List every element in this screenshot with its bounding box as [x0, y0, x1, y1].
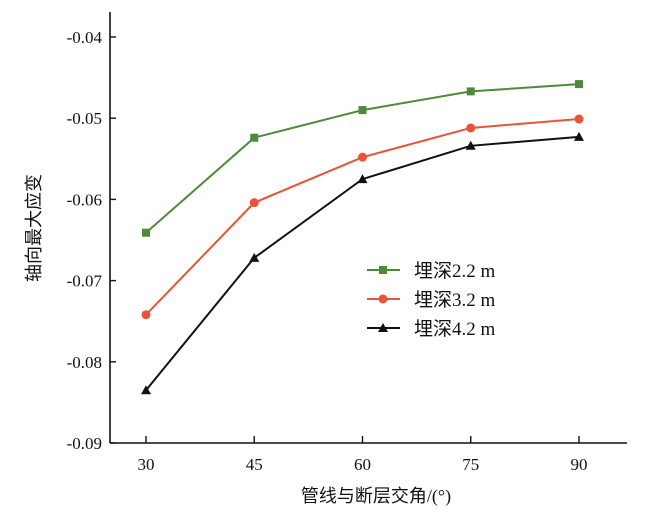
- data-point-triangle: [574, 131, 584, 141]
- x-axis-label: 管线与断层交角/(°): [301, 486, 451, 507]
- data-point-square: [575, 80, 583, 89]
- series-line: [145, 118, 580, 316]
- y-tick-label: -0.07: [67, 272, 103, 291]
- series-3: [141, 131, 584, 395]
- legend-item: 埋深2.2 m: [367, 260, 496, 282]
- x-tick-label: 60: [354, 455, 371, 474]
- y-tick-label: -0.04: [67, 28, 103, 47]
- y-axis-label: 轴向最大应变: [24, 174, 44, 282]
- data-point-circle: [358, 152, 367, 162]
- data-point-circle: [141, 310, 151, 320]
- data-point-triangle: [378, 323, 388, 332]
- series-1: [142, 80, 583, 237]
- data-point-triangle: [357, 174, 368, 184]
- series-2: [141, 114, 584, 320]
- x-tick-label: 75: [462, 455, 479, 474]
- x-tick-label: 45: [246, 455, 263, 474]
- data-point-circle: [378, 294, 388, 304]
- legend-label: 埋深2.2 m: [414, 260, 496, 282]
- y-tick-label: -0.06: [67, 190, 102, 209]
- legend-item: 埋深4.2 m: [367, 318, 496, 340]
- data-point-square: [379, 266, 387, 274]
- legend-label: 埋深4.2 m: [414, 318, 496, 340]
- data-point-triangle: [249, 252, 260, 262]
- legend-item: 埋深3.2 m: [367, 289, 496, 311]
- data-point-square: [466, 87, 475, 96]
- data-point-square: [250, 133, 259, 142]
- data-point-circle: [466, 123, 476, 133]
- y-tick-label: -0.08: [67, 353, 102, 372]
- data-point-circle: [249, 198, 259, 208]
- legend-label: 埋深3.2 m: [414, 289, 496, 311]
- data-point-triangle: [465, 140, 476, 150]
- data-point-triangle: [141, 385, 151, 395]
- data-point-square: [358, 106, 367, 115]
- y-tick-label: -0.05: [67, 109, 102, 128]
- data-point-circle: [574, 114, 584, 124]
- data-point-square: [142, 228, 150, 237]
- y-tick-label: -0.09: [67, 434, 102, 453]
- x-tick-label: 90: [571, 455, 588, 474]
- x-tick-label: 30: [138, 455, 155, 474]
